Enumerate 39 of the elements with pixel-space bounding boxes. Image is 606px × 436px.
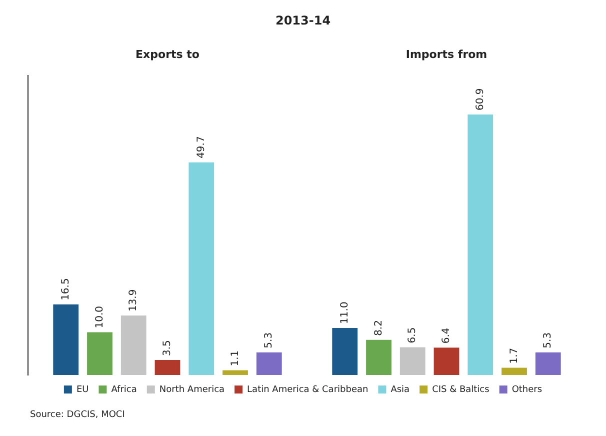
bar xyxy=(222,370,248,375)
data-label: 6.4 xyxy=(441,328,452,344)
x-tick-label: Exports to xyxy=(136,48,200,61)
bar xyxy=(87,332,112,375)
data-label: 5.3 xyxy=(264,332,275,348)
data-label: 16.5 xyxy=(60,278,72,300)
legend-label: EU xyxy=(76,384,89,395)
data-label: 11.0 xyxy=(339,302,350,324)
data-label: 49.7 xyxy=(196,136,207,158)
chart-title: 2013-14 xyxy=(275,13,331,28)
data-label: 13.9 xyxy=(128,289,140,312)
bar xyxy=(502,368,527,375)
data-label: 1.7 xyxy=(508,348,520,364)
legend-label: Asia xyxy=(390,384,410,395)
data-label: 60.9 xyxy=(474,88,486,111)
bar xyxy=(53,304,79,375)
data-label: 6.5 xyxy=(407,327,418,344)
bar xyxy=(256,352,282,375)
bar xyxy=(154,360,180,375)
data-label: 3.5 xyxy=(162,340,174,356)
bar xyxy=(366,340,392,375)
bar xyxy=(332,328,358,375)
source-note: Source: DGCIS, MOCI xyxy=(30,410,125,420)
data-label: 1.1 xyxy=(230,350,241,366)
legend-label: Africa xyxy=(111,384,137,395)
legend-label: CIS & Baltics xyxy=(432,384,490,395)
bar xyxy=(468,114,494,375)
data-label: 10.0 xyxy=(94,306,106,328)
data-label: 8.2 xyxy=(373,320,384,336)
legend-label: Others xyxy=(512,384,542,395)
legend-label: North America xyxy=(159,384,225,395)
bar xyxy=(188,162,214,375)
bar xyxy=(434,348,460,375)
bar xyxy=(120,316,146,375)
x-tick-label: Imports from xyxy=(406,48,488,61)
bar xyxy=(400,347,426,375)
data-label: 5.3 xyxy=(542,332,554,348)
legend-label: Latin America & Caribbean xyxy=(247,384,368,395)
bar xyxy=(535,352,561,375)
